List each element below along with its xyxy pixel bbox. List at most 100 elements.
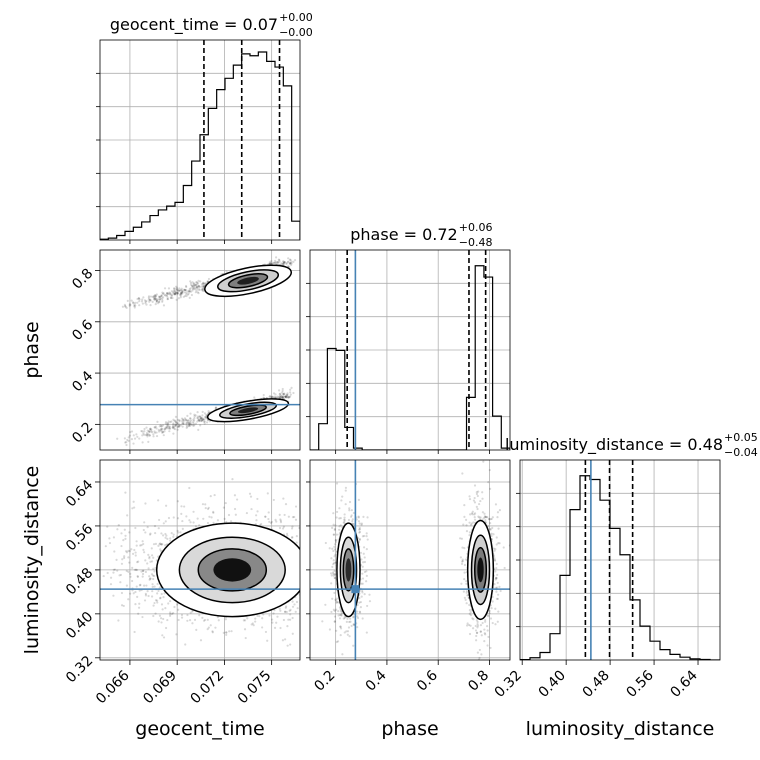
sample-point [143,427,146,431]
sample-point [469,523,473,526]
sample-point [348,507,351,510]
sample-point [134,568,138,571]
sample-point [192,510,195,513]
sample-point [159,596,162,599]
sample-point [151,590,154,593]
sample-point [338,517,341,520]
sample-point [157,298,160,301]
sample-point [366,516,369,519]
sample-point [212,521,215,525]
sample-point [330,610,333,614]
panel-luminosity_distance-vs-geocent_time [99,459,305,661]
sample-point [295,541,298,544]
sample-point [188,290,191,293]
sample-point [189,421,192,424]
sample-point [303,615,305,617]
sample-point [289,608,292,611]
sample-point [187,422,191,425]
sample-point [365,535,368,538]
sample-point [113,568,117,571]
sample-point [217,619,220,622]
sample-point [335,597,338,600]
sample-point [140,429,143,433]
sample-point [117,524,120,527]
sample-point [225,270,228,273]
sample-point [174,415,178,418]
sample-point [463,515,466,518]
sample-point [341,495,344,498]
sample-point [122,539,125,542]
sample-point [128,561,131,564]
sample-point [118,574,121,577]
sample-point [288,262,292,265]
sample-point [185,285,188,289]
sample-point [362,561,365,564]
sample-point [256,510,259,513]
sample-point [170,612,174,615]
sample-point [123,555,126,558]
sample-point [465,590,469,593]
sample-point [203,618,207,622]
sample-point [261,617,264,620]
sample-point [177,425,180,429]
sample-point [230,630,233,633]
sample-point [129,575,132,578]
sample-point [141,430,144,433]
sample-point [197,285,201,288]
sample-point [283,392,286,395]
x-tick-label: 0.069 [140,668,180,708]
panel-border [99,249,301,451]
sample-point [170,294,173,298]
sample-point [286,393,289,396]
sample-point [180,291,183,295]
sample-point [153,524,157,528]
sample-point [130,438,134,441]
sample-point [494,548,497,551]
sample-point [182,295,185,298]
sample-point [270,395,273,399]
sample-point [157,544,160,547]
sample-point [192,521,195,524]
sample-point [285,396,288,399]
sample-point [260,522,263,526]
sample-point [179,531,182,534]
sample-point [276,261,279,264]
sample-point [273,261,276,265]
sample-point [201,418,204,421]
sample-point [152,435,155,438]
sample-point [275,621,278,624]
sample-point [193,618,197,621]
sample-point [152,556,155,559]
sample-point [147,594,150,598]
sample-point [290,386,293,389]
sample-point [144,302,147,305]
sample-point [153,297,157,300]
sample-point [174,292,177,295]
sample-point [284,395,287,399]
sample-point [188,519,191,522]
sample-point [461,472,464,475]
sample-point [197,288,200,291]
sample-point [185,421,189,424]
sample-point [167,423,170,426]
sample-point [146,429,149,432]
sample-point [358,526,361,529]
sample-point [168,427,171,430]
sample-point [255,519,258,522]
sample-point [161,291,164,294]
sample-point [147,298,150,301]
sample-point [357,516,360,519]
sample-point [277,258,280,261]
sample-point [181,290,184,293]
sample-point [229,520,233,523]
sample-point [282,260,285,263]
sample-point [108,537,111,540]
sample-point [180,291,184,294]
sample-point [186,613,189,617]
sample-point [178,419,181,422]
sample-point [176,428,179,431]
sample-point [185,291,188,294]
sample-point [102,574,105,578]
sample-point [465,591,468,594]
x-tick-label: 0.48 [580,668,613,701]
